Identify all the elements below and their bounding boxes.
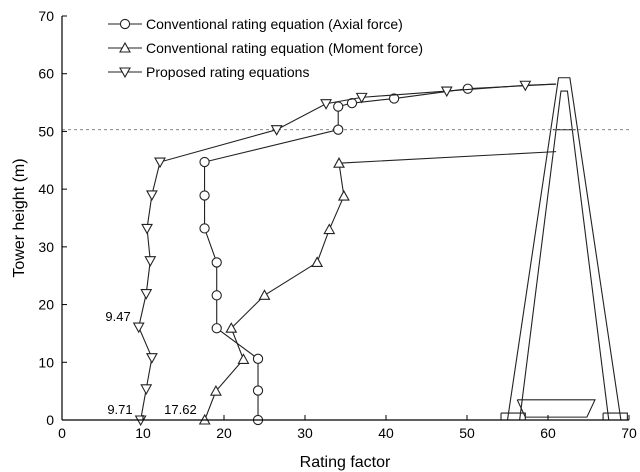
series-2 bbox=[198, 151, 557, 425]
y-axis-ticks: 0 10 20 30 40 50 60 70 bbox=[38, 8, 67, 428]
data-point bbox=[140, 289, 153, 300]
data-point bbox=[209, 385, 222, 396]
tower-outline bbox=[500, 412, 526, 421]
x-tick-label: 10 bbox=[135, 425, 151, 441]
data-point bbox=[211, 290, 222, 301]
legend-label: Proposed rating equations bbox=[146, 64, 309, 80]
data-point bbox=[333, 101, 344, 112]
data-point bbox=[252, 385, 264, 396]
data-point bbox=[333, 124, 344, 135]
y-tick-label: 50 bbox=[38, 123, 54, 139]
data-point bbox=[141, 223, 153, 235]
annotations: 9.71 17.62 9.47 bbox=[105, 309, 196, 417]
data-point bbox=[132, 322, 145, 334]
data-point bbox=[258, 289, 271, 300]
x-tick-label: 40 bbox=[378, 425, 394, 441]
legend-label: Conventional rating equation (Moment for… bbox=[146, 40, 423, 56]
data-point bbox=[154, 157, 166, 169]
y-tick-label: 60 bbox=[38, 66, 54, 82]
tower-outline bbox=[506, 77, 622, 421]
data-point bbox=[323, 223, 336, 235]
data-point bbox=[337, 189, 350, 201]
legend: Conventional rating equation (Axial forc… bbox=[108, 16, 423, 80]
data-point bbox=[145, 190, 158, 202]
x-axis-ticks: 0 10 20 30 40 50 60 70 bbox=[58, 415, 637, 441]
x-tick-label: 20 bbox=[216, 425, 232, 441]
x-tick-label: 0 bbox=[58, 425, 66, 441]
series-3 bbox=[132, 80, 557, 427]
tower-outline bbox=[602, 412, 628, 421]
y-tick-label: 40 bbox=[38, 181, 54, 197]
annotation-label: 9.71 bbox=[107, 402, 132, 417]
y-tick-label: 0 bbox=[46, 412, 54, 428]
data-point bbox=[346, 97, 358, 109]
data-point bbox=[252, 353, 264, 364]
data-point bbox=[237, 353, 250, 364]
series-1 bbox=[199, 83, 557, 426]
legend-marker bbox=[119, 18, 131, 30]
data-point bbox=[311, 256, 324, 267]
legend-marker bbox=[119, 41, 131, 53]
series-layer bbox=[132, 80, 557, 427]
y-tick-label: 10 bbox=[38, 354, 54, 370]
data-point bbox=[320, 99, 332, 110]
x-tick-label: 50 bbox=[459, 425, 475, 441]
x-tick-label: 70 bbox=[621, 425, 637, 441]
series-line bbox=[204, 151, 557, 421]
data-point bbox=[199, 190, 210, 201]
y-axis-title: Tower height (m) bbox=[11, 158, 28, 277]
data-point bbox=[199, 156, 210, 168]
x-axis-title: Rating factor bbox=[300, 454, 391, 471]
data-point bbox=[333, 157, 345, 168]
x-tick-label: 30 bbox=[297, 425, 313, 441]
data-point bbox=[225, 322, 238, 333]
annotation-label: 17.62 bbox=[164, 402, 197, 417]
data-point bbox=[145, 353, 158, 364]
y-tick-label: 20 bbox=[38, 297, 54, 313]
tower-outline bbox=[519, 90, 610, 421]
legend-label: Conventional rating equation (Axial forc… bbox=[146, 16, 403, 32]
data-point bbox=[388, 93, 400, 104]
data-point bbox=[270, 125, 283, 136]
series-line bbox=[138, 83, 557, 421]
series-line bbox=[204, 83, 557, 420]
data-point bbox=[140, 384, 153, 395]
legend-marker bbox=[119, 67, 131, 79]
data-point bbox=[211, 257, 222, 268]
y-tick-label: 70 bbox=[38, 8, 54, 24]
y-tick-label: 30 bbox=[38, 239, 54, 255]
annotation-label: 9.47 bbox=[105, 309, 130, 324]
x-tick-label: 60 bbox=[540, 425, 556, 441]
data-point bbox=[199, 223, 210, 234]
tower-outline bbox=[516, 399, 596, 418]
data-point bbox=[440, 86, 453, 98]
data-point bbox=[519, 80, 532, 92]
data-point bbox=[144, 256, 157, 267]
data-point bbox=[355, 92, 368, 104]
tower-diagram bbox=[500, 77, 628, 421]
data-point bbox=[211, 323, 222, 334]
